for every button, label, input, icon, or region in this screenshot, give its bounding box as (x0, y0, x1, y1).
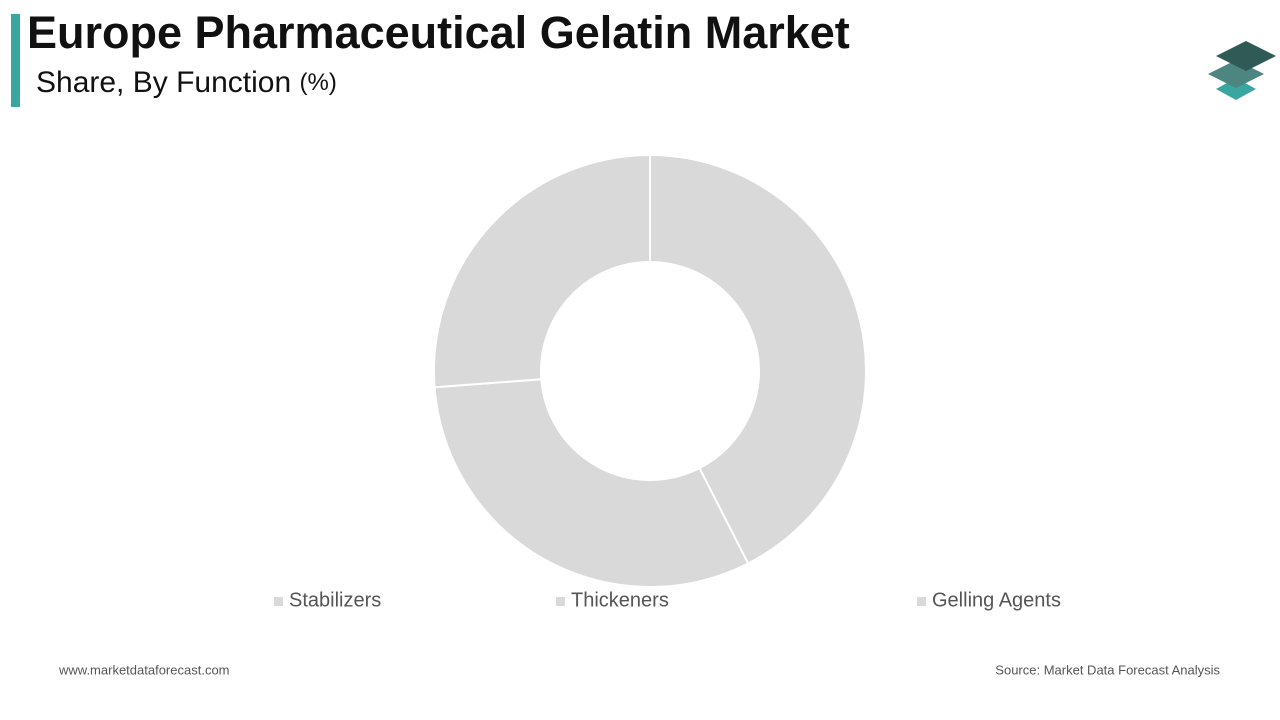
donut-segment (433, 153, 651, 389)
source: Source: Market Data Forecast Analysis (995, 662, 1220, 677)
subtitle-text: Share, By Function (36, 66, 291, 99)
title-accent (11, 14, 20, 107)
legend-swatch (556, 597, 565, 606)
unit: (%) (299, 69, 336, 96)
donut-segment (649, 153, 867, 565)
logo (1208, 41, 1276, 100)
chart-title: Europe Pharmaceutical Gelatin Market (27, 7, 850, 58)
legend-label: Stabilizers (289, 589, 381, 611)
legend-swatch (917, 597, 926, 606)
legend-label: Gelling Agents (932, 589, 1061, 611)
donut-segment (433, 378, 750, 588)
legend-label: Thickeners (571, 589, 669, 611)
legend-swatch (274, 597, 283, 606)
chart-subtitle: Share, By Function (%) (36, 66, 337, 99)
website: www.marketdataforecast.com (58, 662, 230, 677)
